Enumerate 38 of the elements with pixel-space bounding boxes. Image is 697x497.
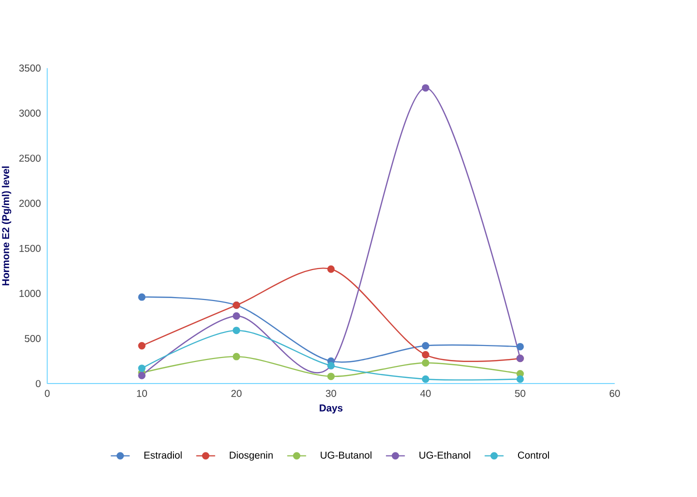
point (422, 375, 430, 383)
y-axis-title: Hormone E2 (Pg/ml) level (2, 166, 12, 286)
y-tick-label: 2000 (19, 200, 41, 207)
y-tick-label: 500 (24, 335, 41, 342)
point (138, 342, 146, 350)
y-tick-label: 0 (36, 380, 41, 388)
x-tick-label: 60 (610, 390, 620, 397)
x-tick-label: 40 (420, 390, 431, 397)
x-tick-label: 30 (326, 390, 336, 397)
point (516, 375, 524, 383)
legend-label: Diosgenin (230, 451, 273, 461)
legend-label: UG-Butanol (320, 451, 372, 459)
point (422, 359, 430, 367)
x-tick-label: 20 (231, 390, 242, 397)
y-tick-label: 2500 (19, 154, 41, 162)
point (138, 364, 146, 372)
point (138, 293, 146, 301)
point (422, 342, 430, 350)
x-axis-title: Days (320, 404, 342, 414)
point (422, 351, 430, 358)
point (327, 372, 335, 380)
point (422, 84, 430, 92)
point (232, 312, 240, 320)
y-tick-label: 3500 (19, 64, 41, 72)
point (138, 372, 146, 380)
point (232, 352, 240, 360)
point (232, 326, 240, 334)
x-tick-label: 0 (44, 390, 50, 397)
x-tick-label: 50 (515, 390, 526, 397)
point (327, 265, 335, 273)
legend-label: UG-Ethanol (420, 451, 470, 459)
legend-label: Estradiol (144, 451, 182, 459)
x-tick-label: 10 (137, 390, 147, 397)
y-tick-label: 1500 (20, 244, 41, 252)
y-tick-label: 3000 (19, 110, 41, 117)
y-tick-label: 1000 (20, 290, 41, 297)
point (516, 342, 524, 350)
legend-label: Control (518, 451, 549, 459)
